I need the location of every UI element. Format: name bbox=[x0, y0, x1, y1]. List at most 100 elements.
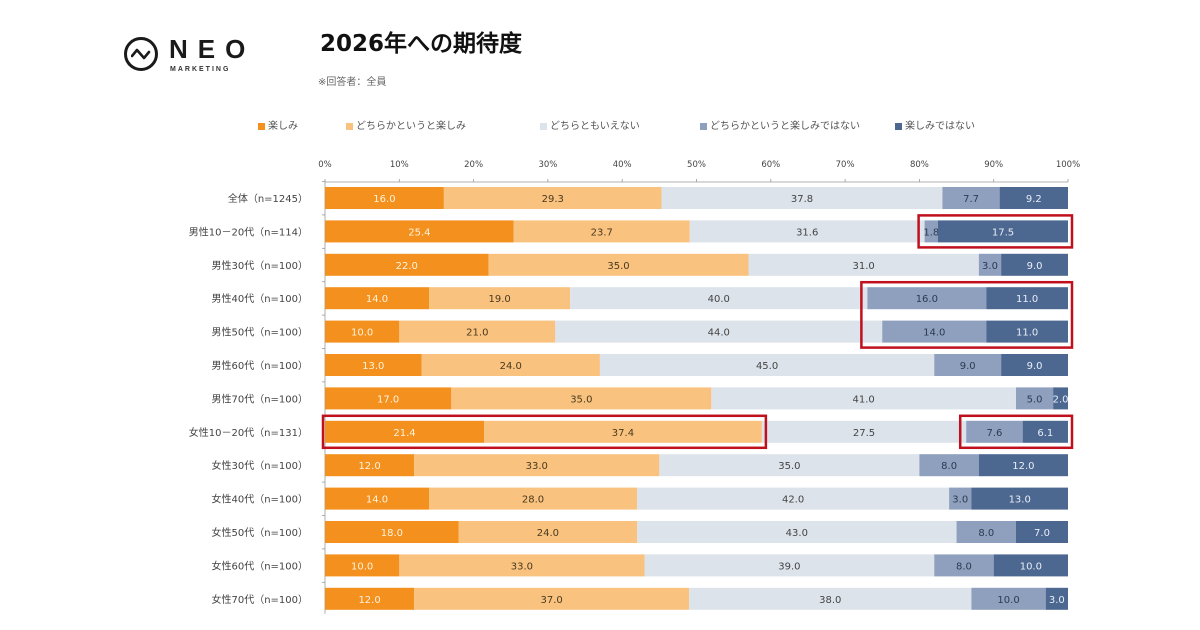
bar-segment bbox=[637, 487, 950, 510]
data-label: 44.0 bbox=[708, 328, 730, 339]
data-label: 24.0 bbox=[500, 361, 522, 372]
bar-segment bbox=[325, 354, 422, 376]
data-label: 14.0 bbox=[366, 495, 388, 506]
data-label: 3.0 bbox=[952, 495, 968, 506]
data-label: 7.6 bbox=[986, 428, 1002, 439]
data-label: 6.1 bbox=[1037, 428, 1053, 439]
bar-segment bbox=[761, 420, 967, 443]
bar-segment bbox=[325, 554, 400, 577]
data-label: 12.0 bbox=[1012, 461, 1034, 472]
chart-legend: 楽しみ どちらかというと楽しみ どちらともいえない どちらかというと楽しみではない 楽し… bbox=[0, 117, 1200, 133]
data-label: 9.0 bbox=[1027, 261, 1043, 272]
x-tick-label: 50% bbox=[687, 160, 706, 170]
category-label: 女性50代（n=100） bbox=[211, 526, 308, 539]
data-label: 40.0 bbox=[708, 294, 730, 305]
bar-segment bbox=[971, 587, 1046, 610]
data-label: 17.0 bbox=[377, 394, 399, 405]
x-tick-label: 70% bbox=[836, 160, 855, 170]
legend-item: どちらともいえない bbox=[540, 117, 640, 132]
category-label: 男性70代（n=100） bbox=[211, 392, 308, 405]
data-label: 5.0 bbox=[1027, 394, 1043, 405]
bar-segment bbox=[934, 354, 1002, 376]
category-label: 女性60代（n=100） bbox=[211, 559, 308, 572]
data-label: 13.0 bbox=[362, 361, 384, 372]
bar-segment bbox=[986, 287, 1068, 310]
legend-label: どちらともいえない bbox=[550, 121, 640, 132]
data-label: 35.0 bbox=[607, 261, 629, 272]
bar-segment bbox=[1045, 587, 1068, 610]
legend-item: どちらかというと楽しみ bbox=[346, 117, 466, 132]
respondents-note: ※回答者：全員 bbox=[318, 77, 387, 88]
data-label: 35.0 bbox=[570, 394, 592, 405]
bar-segment bbox=[429, 487, 638, 510]
bar-segment bbox=[325, 454, 415, 477]
highlight-box bbox=[958, 414, 1074, 450]
data-label: 7.7 bbox=[963, 194, 979, 205]
data-label: 43.0 bbox=[786, 528, 808, 539]
bar-segment bbox=[325, 253, 489, 276]
data-label: 8.0 bbox=[956, 561, 972, 572]
category-label: 男性30代（n=100） bbox=[211, 259, 308, 272]
legend-swatch bbox=[258, 122, 265, 130]
data-label: 2.0 bbox=[1053, 394, 1069, 405]
bar-segment bbox=[993, 554, 1068, 577]
bar-segment bbox=[429, 287, 571, 310]
legend-swatch bbox=[700, 122, 707, 130]
bar-segment bbox=[661, 187, 943, 209]
data-label: 37.8 bbox=[791, 194, 813, 205]
bar-segment bbox=[919, 454, 979, 477]
bar-segment bbox=[325, 587, 415, 610]
chart-title: 2026年への期待度 bbox=[320, 31, 523, 57]
legend-item: 楽しみ bbox=[258, 117, 298, 132]
logo-wave-icon bbox=[124, 37, 158, 71]
data-label: 21.0 bbox=[466, 328, 488, 339]
bar-segment bbox=[325, 287, 430, 310]
data-label: 8.0 bbox=[978, 528, 994, 539]
bar-segment bbox=[325, 187, 444, 209]
x-tick-label: 20% bbox=[464, 160, 483, 170]
bar-segment bbox=[325, 220, 514, 243]
bar-segment bbox=[978, 454, 1068, 477]
bar-segment bbox=[924, 220, 938, 243]
data-label: 21.4 bbox=[393, 428, 415, 439]
bar-segment bbox=[956, 521, 1016, 543]
category-label: 女性70代（n=100） bbox=[211, 593, 308, 606]
bar-segment bbox=[748, 253, 979, 276]
data-label: 3.0 bbox=[1049, 595, 1065, 606]
data-label: 41.0 bbox=[853, 394, 875, 405]
x-tick-label: 40% bbox=[613, 160, 632, 170]
legend-label: どちらかというと楽しみではない bbox=[710, 121, 860, 132]
legend-item: どちらかというと楽しみではない bbox=[700, 117, 860, 132]
bar-segment bbox=[421, 354, 600, 376]
bar-segment bbox=[689, 220, 925, 243]
bar-segment bbox=[488, 253, 749, 276]
bar-segment bbox=[443, 187, 662, 209]
bar-segment bbox=[971, 487, 1068, 510]
bar-segment bbox=[325, 387, 452, 410]
data-label: 33.0 bbox=[526, 461, 548, 472]
data-label: 42.0 bbox=[782, 495, 804, 506]
data-label: 24.0 bbox=[537, 528, 559, 539]
category-label: 全体（n=1245） bbox=[228, 192, 308, 205]
bar-segment bbox=[942, 187, 1000, 209]
data-label: 31.6 bbox=[796, 227, 818, 238]
data-label: 11.0 bbox=[1016, 328, 1038, 339]
legend-label: どちらかというと楽しみ bbox=[356, 121, 466, 132]
bar-segment bbox=[689, 587, 972, 610]
bar-segment bbox=[325, 487, 430, 510]
x-tick-label: 10% bbox=[390, 160, 409, 170]
bar-segment bbox=[599, 354, 935, 376]
bar-segment bbox=[867, 287, 987, 310]
bar-segment bbox=[1015, 521, 1068, 543]
bar-segment bbox=[882, 320, 987, 343]
data-label: 10.0 bbox=[997, 595, 1019, 606]
legend-swatch bbox=[895, 122, 902, 130]
bar-segment bbox=[399, 554, 645, 577]
bar-segment bbox=[937, 220, 1068, 243]
data-label: 37.0 bbox=[540, 595, 562, 606]
bar-segment bbox=[999, 187, 1068, 209]
data-label: 13.0 bbox=[1009, 495, 1031, 506]
data-label: 35.0 bbox=[778, 461, 800, 472]
bar-segment bbox=[966, 420, 1023, 443]
